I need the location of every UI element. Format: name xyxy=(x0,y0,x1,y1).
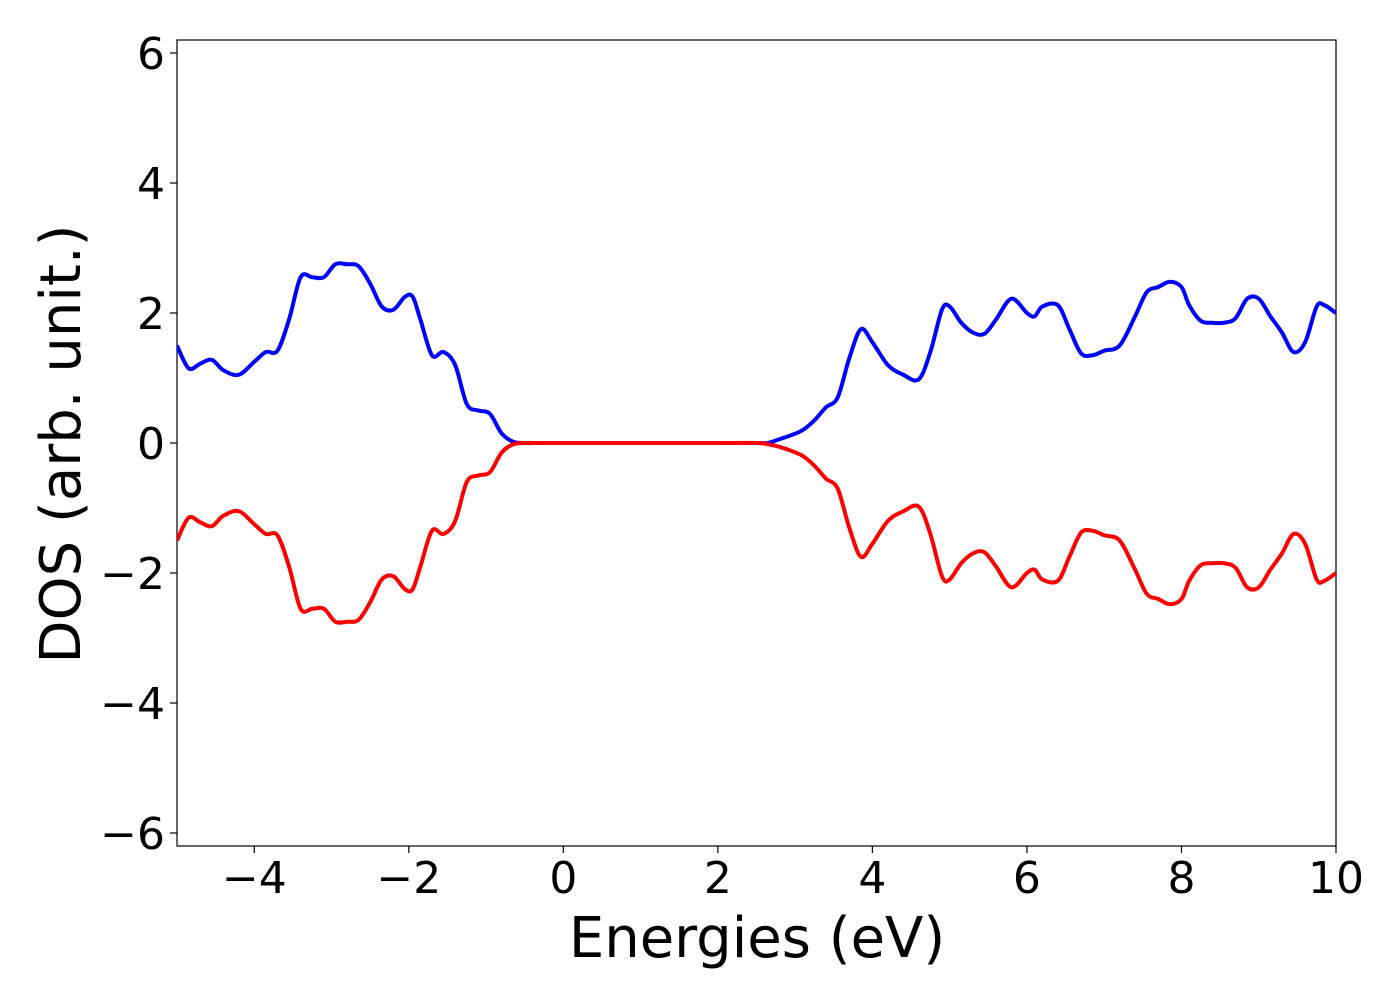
y-tick-label: −6 xyxy=(100,809,165,860)
y-tick-label: 0 xyxy=(137,419,165,470)
x-tick-label: 10 xyxy=(1308,853,1364,904)
x-tick-label: 0 xyxy=(549,853,577,904)
x-tick-label: 2 xyxy=(704,853,732,904)
x-tick-label: 8 xyxy=(1167,853,1195,904)
x-tick-label: 4 xyxy=(858,853,886,904)
x-axis-label: Energies (eV) xyxy=(569,906,945,971)
x-tick-label: 6 xyxy=(1013,853,1041,904)
y-axis-label: DOS (arb. unit.) xyxy=(29,224,94,663)
series-layer xyxy=(177,261,1336,625)
x-tick-label: −4 xyxy=(222,853,287,904)
x-axis: −4 −2 0 2 4 6 8 10 xyxy=(222,846,1364,904)
y-tick-label: 2 xyxy=(137,289,165,340)
y-tick-label: −4 xyxy=(100,679,165,730)
y-tick-label: −2 xyxy=(100,549,165,600)
y-tick-label: 4 xyxy=(137,159,165,210)
x-tick-label: −2 xyxy=(376,853,441,904)
y-tick-label: 6 xyxy=(137,29,165,80)
y-axis: −6 −4 −2 0 2 4 6 xyxy=(100,29,177,860)
dos-spin-up-line xyxy=(177,261,1336,446)
dos-spin-down-line xyxy=(177,440,1336,625)
